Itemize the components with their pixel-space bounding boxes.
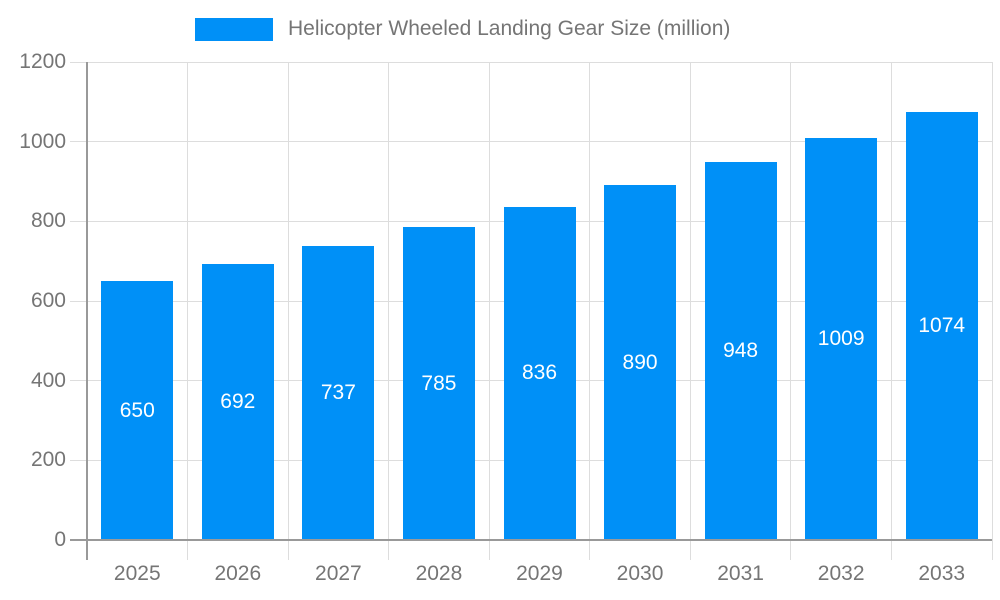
y-axis-tick-label: 800 bbox=[30, 209, 66, 233]
x-axis-tick-label: 2027 bbox=[315, 562, 362, 585]
bar[interactable]: 1009 bbox=[805, 138, 878, 540]
y-axis-tick-label: 600 bbox=[30, 289, 66, 312]
x-gridline bbox=[890, 62, 892, 560]
bar-value-label: 650 bbox=[119, 398, 155, 422]
bar-value-label: 692 bbox=[220, 390, 256, 414]
y-axis-tick-label: 400 bbox=[30, 368, 66, 392]
x-gridline bbox=[991, 62, 993, 560]
x-axis-tick-label: 2025 bbox=[113, 562, 161, 585]
bar-value-label: 1009 bbox=[817, 327, 865, 351]
y-axis-line bbox=[86, 62, 88, 560]
x-gridline bbox=[388, 62, 390, 560]
x-axis-tick-label: 2028 bbox=[415, 562, 463, 585]
bar[interactable]: 737 bbox=[302, 246, 375, 540]
x-axis-tick-label: 2029 bbox=[516, 562, 563, 585]
bar-value-label: 785 bbox=[421, 371, 457, 395]
y-gridline bbox=[70, 141, 992, 143]
bar[interactable]: 890 bbox=[604, 185, 677, 540]
bar[interactable]: 785 bbox=[402, 227, 475, 540]
x-gridline bbox=[488, 62, 490, 560]
bar[interactable]: 948 bbox=[704, 162, 777, 540]
x-axis-tick-label: 2031 bbox=[717, 562, 764, 585]
x-gridline bbox=[287, 62, 289, 560]
legend-swatch bbox=[195, 17, 273, 41]
x-axis-line bbox=[70, 539, 992, 541]
x-axis-tick-label: 2030 bbox=[616, 562, 664, 585]
x-gridline bbox=[589, 62, 591, 560]
bar-value-label: 948 bbox=[723, 339, 759, 363]
y-axis-tick-label: 1000 bbox=[19, 129, 66, 153]
y-axis-tick-label: 0 bbox=[54, 528, 66, 551]
y-gridline bbox=[70, 61, 992, 63]
bar[interactable]: 836 bbox=[503, 206, 576, 540]
x-axis-tick-label: 2032 bbox=[817, 562, 865, 585]
y-axis-tick-label: 1200 bbox=[19, 50, 66, 73]
bar[interactable]: 650 bbox=[101, 281, 174, 540]
bar-value-label: 1074 bbox=[918, 314, 966, 338]
y-axis-tick-label: 200 bbox=[30, 448, 66, 472]
legend-label: Helicopter Wheeled Landing Gear Size (mi… bbox=[288, 17, 731, 40]
bar-value-label: 737 bbox=[320, 381, 356, 405]
x-gridline bbox=[689, 62, 691, 560]
legend-item[interactable]: Helicopter Wheeled Landing Gear Size (mi… bbox=[195, 17, 730, 41]
bar[interactable]: 1074 bbox=[905, 112, 978, 540]
bar[interactable]: 692 bbox=[201, 264, 274, 540]
x-axis-tick-label: 2026 bbox=[214, 562, 262, 585]
x-gridline bbox=[187, 62, 189, 560]
x-gridline bbox=[790, 62, 792, 560]
bar-value-label: 890 bbox=[622, 350, 658, 374]
bar-value-label: 836 bbox=[521, 361, 558, 385]
x-axis-tick-label: 2033 bbox=[918, 562, 966, 585]
